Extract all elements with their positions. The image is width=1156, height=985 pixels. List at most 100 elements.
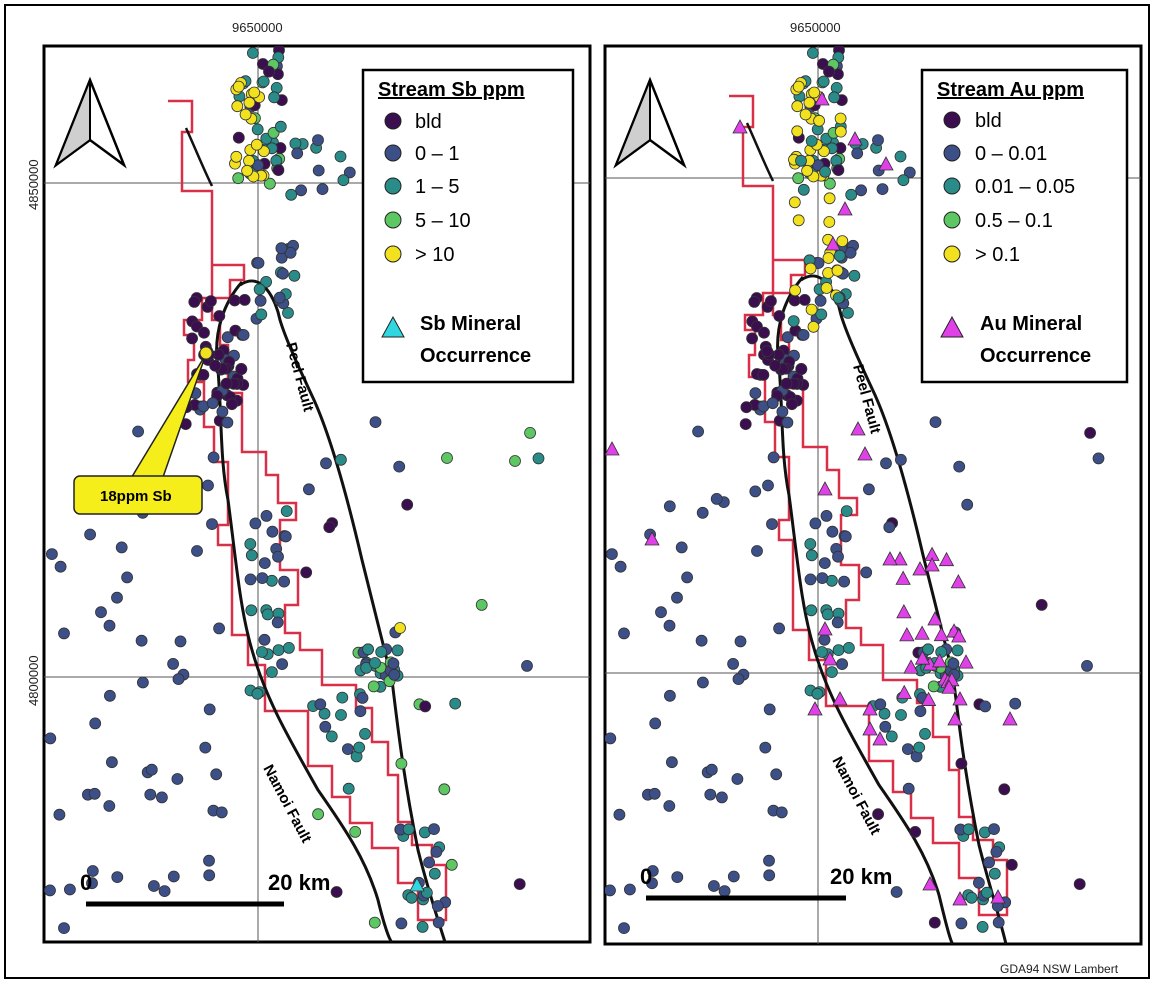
sample-point — [423, 856, 436, 869]
legend-label: bld — [415, 111, 442, 133]
sb-callout — [73, 346, 213, 515]
sample-point — [368, 916, 381, 929]
sample-point — [836, 658, 848, 670]
legend-label: 1 – 5 — [415, 176, 459, 198]
sample-point — [838, 575, 850, 588]
sample-point — [955, 757, 968, 770]
scalebar-end-label: 20 km — [830, 864, 892, 889]
sample-point — [805, 135, 818, 147]
sample-point — [251, 123, 264, 136]
sample-point — [167, 870, 180, 883]
mineral-occurrence-triangle — [814, 91, 830, 106]
sample-point — [804, 573, 817, 586]
sample-point — [360, 662, 373, 674]
sample-point — [274, 120, 287, 133]
sample-point — [840, 505, 853, 518]
sample-point — [273, 291, 286, 304]
sample-point — [213, 310, 226, 322]
sb-map-panel — [42, 44, 592, 944]
sample-point — [961, 498, 974, 511]
sample-point — [759, 741, 772, 754]
sample-point — [983, 856, 995, 869]
sample-point — [786, 398, 798, 411]
mineral-occurrence-triangle — [872, 731, 888, 746]
mineral-occurrence-triangle — [892, 551, 908, 566]
legend-occurrence-label: Sb Mineral — [420, 313, 521, 335]
sample-point — [770, 768, 783, 781]
sample-point — [646, 865, 659, 877]
sample-point — [805, 303, 818, 316]
sample-point — [232, 131, 245, 144]
sample-point — [285, 188, 298, 201]
sample-point — [731, 773, 744, 785]
mineral-occurrence-triangle — [950, 574, 967, 589]
sample-point — [767, 451, 780, 464]
mineral-occurrence-triangle — [644, 531, 660, 546]
sample-point — [792, 80, 805, 93]
legend-label: bld — [975, 110, 1002, 132]
sample-point — [199, 741, 212, 754]
sample-point — [524, 426, 536, 439]
mineral-occurrence-triangle — [807, 701, 823, 716]
sample-point — [836, 235, 849, 248]
sample-point — [230, 150, 243, 163]
sample-point — [445, 858, 458, 871]
sample-point — [135, 634, 148, 647]
sample-point — [624, 883, 636, 896]
scalebar-start-label: 0 — [640, 864, 652, 889]
sample-point — [795, 154, 807, 167]
sample-point — [263, 65, 275, 78]
sample-point — [252, 257, 265, 269]
sample-point — [671, 871, 684, 883]
sample-point — [341, 743, 354, 755]
sample-point — [839, 530, 852, 543]
sample-point — [929, 416, 942, 429]
north-arrow-icon — [613, 76, 687, 169]
sample-point — [814, 294, 827, 307]
sample-point — [803, 96, 816, 109]
sample-point — [291, 147, 304, 160]
sample-point — [320, 457, 332, 470]
sample-point — [245, 604, 258, 617]
sample-point — [284, 246, 297, 259]
peel-fault-line — [239, 279, 447, 942]
sample-point — [832, 644, 845, 656]
sample-point — [367, 680, 380, 693]
sample-point — [832, 292, 845, 304]
sample-point — [1073, 878, 1086, 890]
mineral-occurrence-triangle — [938, 551, 955, 567]
sample-point — [821, 608, 834, 621]
sample-point — [428, 867, 441, 880]
sample-point — [988, 867, 1001, 880]
sample-point — [749, 485, 762, 498]
sample-point — [799, 108, 812, 121]
sample-point — [789, 284, 801, 297]
sample-point — [375, 646, 388, 658]
sample-point — [792, 172, 805, 185]
sample-point — [86, 877, 98, 890]
sample-point — [1081, 660, 1093, 672]
sample-point — [88, 787, 101, 800]
sample-point — [883, 521, 896, 534]
sample-point — [902, 743, 914, 755]
mineral-occurrence-triangle — [958, 654, 974, 669]
sample-point — [914, 705, 927, 718]
sample-point — [746, 332, 758, 345]
sample-point — [244, 573, 257, 586]
legend-title: Stream Au ppm — [937, 79, 1084, 101]
sample-point — [928, 916, 941, 929]
sample-point — [646, 877, 658, 890]
sample-point — [828, 91, 840, 104]
sample-point — [349, 826, 362, 838]
sample-point — [258, 557, 271, 569]
mineral-occurrence-triangle — [732, 119, 748, 134]
sample-point — [649, 717, 662, 730]
sample-point — [354, 705, 367, 718]
legend-label: 0.5 – 0.1 — [975, 210, 1053, 232]
sample-point — [885, 730, 898, 743]
sample-point — [872, 134, 884, 147]
sample-point — [44, 884, 56, 897]
sample-point — [909, 826, 922, 838]
sample-point — [387, 657, 400, 670]
sample-point — [86, 865, 99, 877]
